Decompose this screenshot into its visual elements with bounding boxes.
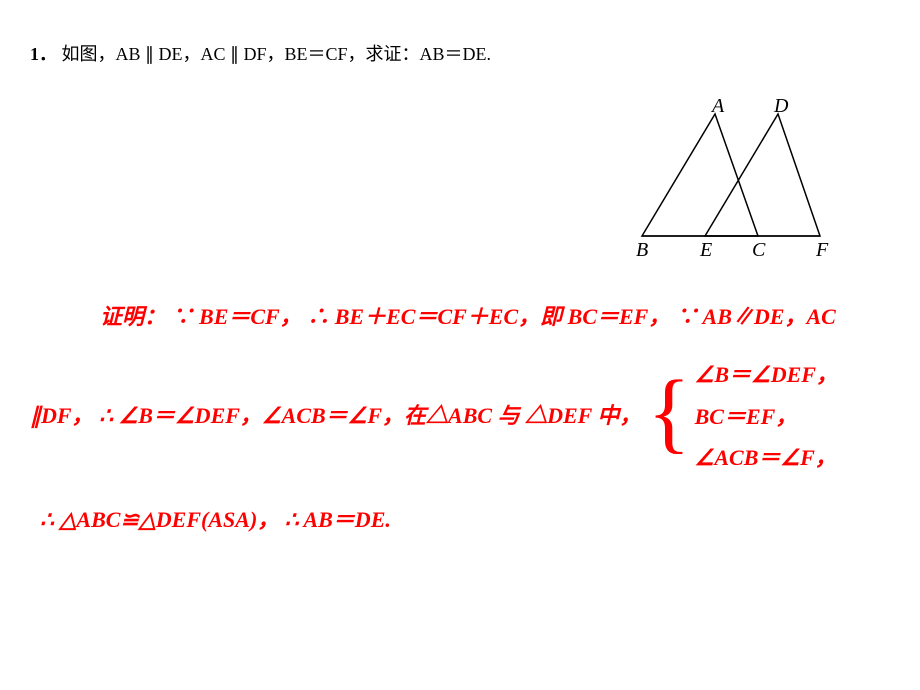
because-1: ∵ (172, 304, 194, 329)
left-brace: { (647, 372, 690, 461)
proof-line-2: ∥DF， ∴ ∠B＝∠DEF，∠ACB＝∠F，在△ABC 与 △DEF 中， {… (30, 354, 890, 479)
therefore-3: ∴ (40, 507, 54, 532)
p2a: ∥DF， (30, 403, 94, 428)
figure-container: A D B E C F (30, 96, 890, 271)
proof-line-3: ∴ △ABC≌△DEF(ASA)， ∴ AB＝DE. (30, 494, 890, 547)
q-part-0: 如图，AB (62, 44, 141, 64)
p1a: BE＝CF， (199, 304, 302, 329)
question-line: 1． 如图，AB ∥ DE，AC ∥ DF，BE＝CF，求证：AB＝DE. (30, 40, 890, 66)
parallel-sym-2: ∥ (230, 44, 239, 64)
p2b: ∠B＝∠DEF，∠ACB＝∠F，在△ABC 与 △DEF 中， (119, 403, 642, 428)
triangles-figure: A D B E C F (620, 96, 850, 266)
proof-line-2-text: ∥DF， ∴ ∠B＝∠DEF，∠ACB＝∠F，在△ABC 与 △DEF 中， (30, 390, 641, 443)
brace-items: ∠B＝∠DEF， BC＝EF， ∠ACB＝∠F， (691, 354, 838, 479)
label-a: A (710, 96, 725, 117)
brace-block: { ∠B＝∠DEF， BC＝EF， ∠ACB＝∠F， (647, 354, 838, 479)
therefore-4: ∴ (285, 507, 299, 532)
brace-i3: ∠ACB＝∠F， (695, 437, 838, 479)
label-f: F (815, 239, 829, 261)
parallel-sym-1: ∥ (145, 44, 154, 64)
figure-lines (642, 114, 820, 236)
p1c: AB∥DE，AC (703, 304, 836, 329)
label-d: D (773, 96, 789, 117)
proof-block: 证明： ∵ BE＝CF， ∴ BE＋EC＝CF＋EC，即 BC＝EF， ∵ AB… (30, 291, 890, 547)
triangle-def (705, 114, 820, 236)
brace-i1: ∠B＝∠DEF， (695, 354, 838, 396)
proof-line-1: 证明： ∵ BE＝CF， ∴ BE＋EC＝CF＋EC，即 BC＝EF， ∵ AB… (30, 291, 890, 344)
p3a: △ABC≌△DEF(ASA)， (60, 507, 280, 532)
label-b: B (636, 239, 648, 261)
proof-label: 证明： (100, 304, 166, 329)
q-part-2: DF，BE＝CF，求证：AB＝DE. (244, 44, 492, 64)
therefore-1: ∴ (307, 304, 329, 329)
p1b: BE＋EC＝CF＋EC，即 BC＝EF， (335, 304, 671, 329)
label-c: C (752, 239, 766, 261)
therefore-2: ∴ (99, 403, 113, 428)
question-number: 1． (30, 44, 57, 64)
p3b: AB＝DE. (303, 507, 390, 532)
triangle-abc (642, 114, 758, 236)
because-2: ∵ (676, 304, 698, 329)
q-part-1: DE，AC (159, 44, 226, 64)
label-e: E (699, 239, 712, 261)
brace-i2: BC＝EF， (695, 396, 838, 438)
